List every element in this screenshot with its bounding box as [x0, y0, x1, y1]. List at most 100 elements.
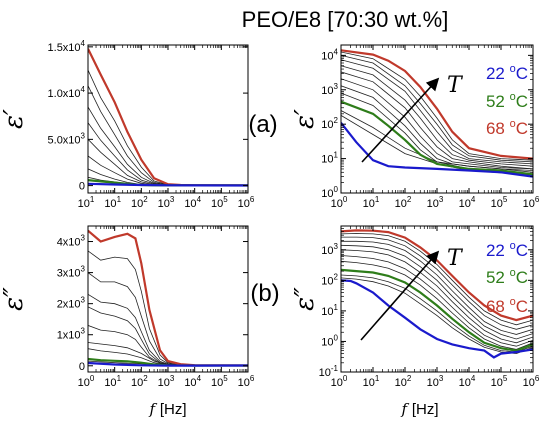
x-tick-label: 102	[395, 195, 412, 210]
series-22C	[341, 279, 533, 359]
legend-entry-22C: 22 oC	[486, 63, 528, 83]
series-4	[341, 244, 533, 340]
temperature-arrow	[360, 250, 440, 341]
legend-entry-52C: 52 oC	[486, 267, 528, 287]
x-tick-label: 101	[104, 374, 121, 389]
temperature-arrow	[361, 77, 440, 163]
temperature-arrow-label: T	[447, 73, 464, 98]
legend-entry-68C: 68 oC	[486, 118, 528, 138]
y-tick-label: 0	[79, 361, 85, 373]
x-tick-label: 100	[331, 374, 348, 389]
y-tick-label: 102	[321, 272, 338, 287]
y-tick-label: 1x103	[57, 327, 86, 342]
x-tick-label: 101	[78, 195, 95, 210]
y-axis-label: ε″	[0, 287, 29, 311]
x-tick-label: 105	[491, 374, 508, 389]
series-7	[341, 260, 533, 350]
y-tick-label: 1.5x104	[48, 39, 86, 54]
series-52C	[341, 100, 533, 176]
series-5	[341, 71, 533, 170]
y-tick-label: 0	[79, 181, 85, 193]
x-tick-label: 104	[184, 195, 201, 210]
series-1	[341, 233, 533, 326]
y-tick-label: 103	[321, 82, 338, 97]
series-group	[341, 49, 533, 178]
plot-frame	[87, 44, 249, 194]
y-axis-label: ε′	[290, 109, 320, 129]
x-axis-label: f [Hz]	[149, 400, 187, 418]
x-tick-label: 103	[158, 374, 175, 389]
series-3	[341, 240, 533, 335]
x-tick-label: 101	[363, 195, 380, 210]
series-68C	[341, 49, 533, 160]
series-6	[341, 255, 533, 347]
x-tick-label: 106	[523, 195, 540, 210]
series-22C	[88, 361, 248, 367]
x-tick-label: 105	[211, 374, 228, 389]
y-axis-label: ε″	[290, 287, 320, 311]
series-3	[88, 106, 248, 186]
series-4	[88, 306, 248, 366]
series-group	[88, 229, 248, 367]
row-label-a: (a)	[248, 111, 277, 138]
x-tick-label: 102	[131, 195, 148, 210]
series-5	[341, 249, 533, 344]
plot-frame	[87, 225, 249, 373]
y-tick-label: 2x103	[57, 296, 86, 311]
x-tick-label: 101	[363, 374, 380, 389]
series-52C	[341, 268, 533, 352]
temperature-arrow-label: T	[447, 246, 464, 271]
series-1	[341, 51, 533, 161]
y-tick-label: 4x103	[57, 234, 86, 249]
x-tick-label: 106	[238, 195, 255, 210]
x-tick-label: 106	[523, 374, 540, 389]
series-1	[88, 250, 248, 366]
series-8	[341, 92, 533, 173]
legend-entry-68C: 68 oC	[486, 296, 528, 316]
legend-bottom: 22 oC 52 oC 68 oC	[486, 240, 528, 316]
series-10	[341, 277, 533, 355]
series-22C	[341, 122, 533, 178]
series-6	[88, 155, 248, 186]
y-tick-label: 102	[321, 116, 338, 131]
series-group	[341, 229, 533, 359]
y-axis-label: ε′	[0, 109, 29, 129]
series-2	[341, 55, 533, 163]
y-tick-label: 103	[321, 242, 338, 257]
y-tick-label: 1.0x104	[48, 85, 86, 100]
panel-eps2-linear: 100 101 102 103 104 105 106 0 1x103 2x103 3x103 4x1…	[0, 225, 255, 389]
panel-eps1-linear: 101 101 102 103 104 105 106 0 5.0x103 1.0x104 1.5x…	[0, 39, 255, 210]
series-3	[88, 293, 248, 366]
series-4	[341, 65, 533, 167]
x-tick-label: 103	[158, 195, 175, 210]
x-tick-label: 101	[104, 195, 121, 210]
y-tick-label: 104	[321, 47, 338, 62]
figure-title: PEO/E8 [70:30 wt.%]	[242, 7, 449, 32]
y-tick-label: 101	[321, 303, 338, 318]
legend-entry-52C: 52 oC	[486, 91, 528, 111]
x-tick-label: 104	[184, 374, 201, 389]
series-2	[341, 236, 533, 330]
series-2	[88, 272, 248, 366]
y-tick-label: 5.0x103	[48, 131, 86, 146]
legend-entry-22C: 22 oC	[486, 240, 528, 260]
x-tick-label: 104	[459, 195, 476, 210]
x-tick-label: 103	[427, 374, 444, 389]
series-3	[341, 59, 533, 165]
x-tick-label: 105	[211, 195, 228, 210]
x-tick-label: 102	[395, 374, 412, 389]
x-tick-label: 104	[459, 374, 476, 389]
temperature-arrows: TT	[360, 73, 464, 341]
y-tick-label: 3x103	[57, 265, 86, 280]
series-9	[341, 274, 533, 353]
x-tick-label: 105	[491, 195, 508, 210]
x-tick-label: 100	[78, 374, 95, 389]
x-axis-labels: f [Hz] f [Hz]	[149, 400, 439, 418]
row-label-b: (b)	[250, 280, 279, 307]
series-6	[341, 78, 533, 170]
y-tick-label: 100	[321, 333, 338, 348]
series-2	[88, 85, 248, 186]
series-1	[88, 69, 248, 186]
